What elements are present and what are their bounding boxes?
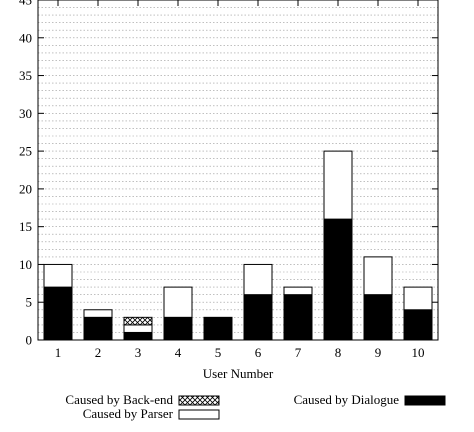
x-tick-label: 4 (175, 345, 182, 360)
x-tick-label: 3 (135, 345, 142, 360)
bar-caused-by-parser-user-7 (283, 286, 313, 296)
x-tick-label: 10 (412, 345, 425, 360)
y-tick-label: 35 (19, 68, 32, 83)
bar-caused-by-dialogue-user-6 (243, 294, 273, 341)
bar-caused-by-dialogue-user-8 (323, 218, 353, 341)
x-tick-label: 8 (335, 345, 342, 360)
x-tick-label: 7 (295, 345, 302, 360)
bar-caused-by-back-end-user-3 (123, 316, 153, 326)
bar-caused-by-parser-user-2 (83, 309, 113, 318)
y-tick-label: 40 (19, 30, 32, 45)
bar-caused-by-parser-user-3 (123, 324, 153, 333)
x-tick-label: 1 (55, 345, 62, 360)
bar-caused-by-parser-user-4 (163, 286, 193, 318)
x-tick-label: 2 (95, 345, 102, 360)
x-axis-title: User Number (203, 366, 274, 381)
x-tick-label: 6 (255, 345, 262, 360)
bar-caused-by-parser-user-6 (243, 263, 273, 296)
legend-swatch-caused-by-dialogue (404, 395, 446, 406)
x-tick-label: 9 (375, 345, 382, 360)
legend: Caused by Dialogue Caused by ParserCaused… (65, 392, 446, 421)
bar-caused-by-parser-user-1 (43, 263, 73, 288)
bars (43, 150, 433, 341)
legend-label-caused-by-back-end: Caused by Back-end (65, 392, 173, 407)
y-tick-label: 30 (19, 106, 32, 121)
bar-caused-by-parser-user-9 (363, 256, 393, 296)
y-tick-label: 5 (26, 295, 33, 310)
y-tick-label: 10 (19, 257, 32, 272)
legend-swatch-caused-by-parser (178, 409, 220, 420)
y-tick-label: 15 (19, 219, 32, 234)
bar-caused-by-parser-user-8 (323, 150, 353, 220)
bar-caused-by-dialogue-user-1 (43, 286, 73, 341)
y-tick-label: 25 (19, 144, 32, 159)
legend-label-caused-by-dialogue: Caused by Dialogue (294, 392, 400, 407)
plot-frame (37, 0, 439, 341)
bar-caused-by-dialogue-user-7 (283, 294, 313, 341)
bar-caused-by-dialogue-user-9 (363, 294, 393, 341)
y-tick-label: 20 (19, 181, 32, 196)
bar-caused-by-parser-user-10 (403, 286, 433, 311)
y-tick-label: 0 (26, 333, 33, 348)
x-tick-label: 5 (215, 345, 222, 360)
y-tick-label: 45 (19, 0, 32, 8)
legend-label-caused-by-parser: Caused by Parser (83, 406, 174, 421)
grid-lines (38, 7, 438, 333)
legend-swatch-caused-by-back-end (178, 395, 220, 406)
